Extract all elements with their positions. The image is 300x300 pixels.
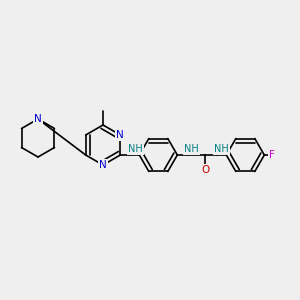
Text: N: N	[34, 114, 42, 124]
Text: N: N	[116, 130, 124, 140]
Text: F: F	[269, 150, 275, 160]
Text: O: O	[201, 165, 209, 175]
Text: NH: NH	[128, 144, 143, 154]
Text: N: N	[99, 160, 107, 170]
Text: NH: NH	[184, 144, 199, 154]
Text: NH: NH	[214, 144, 229, 154]
